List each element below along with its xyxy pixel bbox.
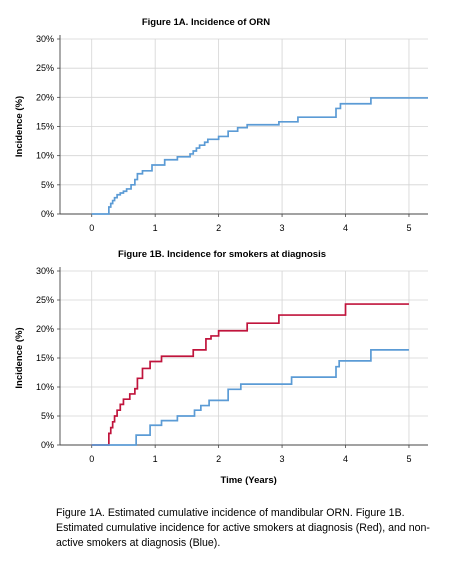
- y-tick-label: 10%: [36, 151, 54, 161]
- y-tick-label: 25%: [36, 63, 54, 73]
- y-tick-label: 15%: [36, 353, 54, 363]
- y-tick-label: 5%: [41, 411, 54, 421]
- x-tick-label: 3: [280, 454, 285, 464]
- x-tick-label: 4: [343, 223, 348, 233]
- y-tick-label: 15%: [36, 122, 54, 132]
- x-tick-label: 5: [406, 454, 411, 464]
- x-tick-label: 1: [153, 454, 158, 464]
- y-tick-label: 5%: [41, 180, 54, 190]
- x-tick-label: 3: [280, 223, 285, 233]
- series-line-0: [91, 303, 409, 446]
- y-tick-label: 30%: [36, 266, 54, 276]
- figure-caption: Figure 1A. Estimated cumulative incidenc…: [56, 507, 430, 549]
- x-tick-label: 5: [406, 223, 411, 233]
- x-axis-label: Time (Years): [220, 475, 276, 486]
- x-tick-label: 2: [216, 454, 221, 464]
- chart-1b: Figure 1B. Incidence for smokers at diag…: [14, 249, 428, 486]
- y-tick-label: 25%: [36, 295, 54, 305]
- y-tick-label: 20%: [36, 324, 54, 334]
- chart-title: Figure 1A. Incidence of ORN: [142, 17, 270, 28]
- y-tick-label: 10%: [36, 382, 54, 392]
- y-tick-label: 0%: [41, 209, 54, 219]
- y-tick-label: 0%: [41, 440, 54, 450]
- chart-title: Figure 1B. Incidence for smokers at diag…: [118, 249, 326, 260]
- x-tick-label: 4: [343, 454, 348, 464]
- y-tick-label: 20%: [36, 92, 54, 102]
- x-tick-label: 0: [89, 454, 94, 464]
- series-line-0: [91, 97, 428, 215]
- y-axis-label: Incidence (%): [14, 327, 25, 388]
- y-tick-label: 30%: [36, 34, 54, 44]
- x-tick-label: 1: [153, 223, 158, 233]
- series-line-1: [91, 349, 409, 446]
- y-axis-label: Incidence (%): [14, 96, 25, 157]
- x-tick-label: 0: [89, 223, 94, 233]
- x-tick-label: 2: [216, 223, 221, 233]
- chart-1a: Figure 1A. Incidence of ORN 0% 5% 10% 15% 20%…: [14, 17, 428, 233]
